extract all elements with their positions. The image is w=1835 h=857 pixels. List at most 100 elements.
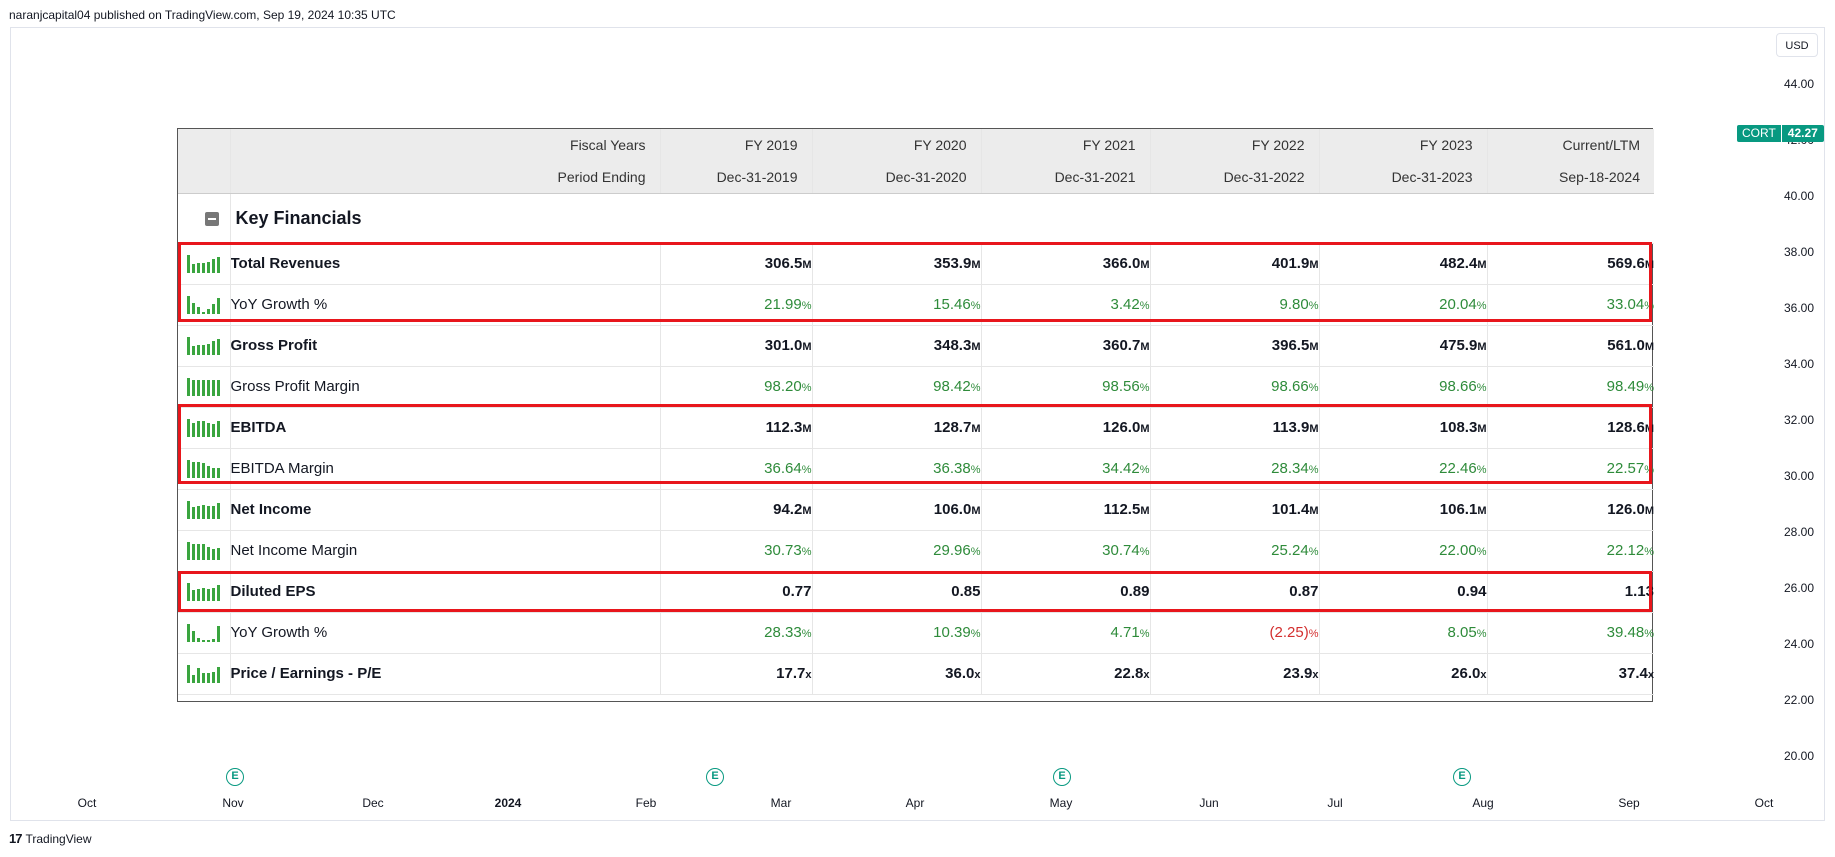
currency-button[interactable]: USD [1776, 33, 1818, 57]
sparkline-bar [197, 379, 201, 396]
sparkline-bar [217, 256, 221, 273]
cell-value: 475.9 [1439, 337, 1478, 354]
chart-pane[interactable] [10, 27, 1825, 821]
time-axis-label: May [1049, 796, 1073, 810]
sparkline-bar [197, 344, 201, 355]
collapse-icon[interactable] [205, 211, 220, 226]
cell-unit: M [802, 259, 812, 271]
cell-unit: % [1308, 464, 1319, 476]
cell-value: 106.0 [933, 501, 972, 518]
sparkline-bar [212, 423, 216, 437]
cell-value: 22.00 [1439, 542, 1477, 559]
cell-unit: % [801, 382, 812, 394]
row-label: Net Income [230, 489, 661, 531]
table-row: YoY Growth % 21.99% 15.46% 3.42% 9.80% 20.04%… [178, 284, 1654, 326]
table-cell: 23.9x [1150, 653, 1320, 695]
cell-unit: x [805, 669, 812, 681]
earnings-event-icon[interactable]: E [226, 768, 244, 786]
table-cell: 26.0x [1319, 653, 1488, 695]
time-axis-label: Sep [1618, 796, 1640, 810]
cell-value: 128.6 [1607, 419, 1645, 436]
header-col: Sep-18-2024 [1487, 161, 1654, 194]
table-cell: 33.04% [1487, 284, 1654, 326]
table-cell: 0.89 [981, 571, 1151, 613]
sparkline-bar [197, 306, 201, 314]
sparkline-bar [207, 588, 211, 601]
table-cell: 98.66% [1319, 366, 1488, 408]
cell-unit: % [970, 382, 981, 394]
brand-name: TradingView [25, 831, 92, 846]
table-row: Net Income 94.2M 106.0M 112.5M 101.4M 106.1M 1… [178, 489, 1654, 531]
table-row: Gross Profit Margin 98.20% 98.42% 98.56% 98.… [178, 366, 1654, 408]
cell-value: 17.7 [776, 665, 806, 682]
cell-value: 30.73 [764, 542, 802, 559]
price-axis-label: 40.00 [1784, 189, 1815, 203]
sparkline-bar [212, 258, 216, 273]
cell-value: 4.71 [1110, 624, 1140, 641]
cell-unit: % [1308, 628, 1319, 640]
table-cell: 475.9M [1319, 325, 1488, 367]
cell-value: 0.87 [1289, 583, 1319, 600]
table-cell: (2.25)% [1150, 612, 1320, 654]
time-axis-label: Mar [770, 796, 792, 810]
table-cell: 112.5M [981, 489, 1151, 531]
row-label: EBITDA [230, 407, 661, 449]
time-axis[interactable]: Oct Nov Dec 2024 Feb Mar Apr May Jun Jul Aug Sep Oct [0, 796, 1835, 816]
cell-value: 360.7 [1102, 337, 1141, 354]
time-axis-label: Oct [77, 796, 97, 810]
table-cell: 348.3M [812, 325, 982, 367]
sparkline-bar [212, 587, 216, 601]
cell-unit: % [801, 300, 812, 312]
sparkline-icon [187, 254, 221, 273]
earnings-event-icon[interactable]: E [1053, 768, 1071, 786]
price-axis-label: 36.00 [1784, 301, 1815, 315]
sparkline-bar [207, 261, 211, 273]
table-cell: 0.87 [1150, 571, 1320, 613]
cell-value: 36.38 [933, 460, 971, 477]
sparkline-bar [202, 639, 206, 642]
earnings-event-icon[interactable]: E [1453, 768, 1471, 786]
table-row: Price / Earnings - P/E 17.7x 36.0x 22.8x 23.… [178, 653, 1654, 695]
table-row: Gross Profit 301.0M 348.3M 360.7M 396.5M 475.… [178, 325, 1654, 367]
sparkline-axis [187, 459, 191, 478]
sparkline-bar [207, 422, 211, 437]
cell-value: 0.85 [951, 583, 981, 600]
cell-unit: % [1476, 546, 1487, 558]
cell-unit: M [1309, 259, 1319, 271]
cell-value: 561.0 [1607, 337, 1645, 354]
table-cell: 98.66% [1150, 366, 1320, 408]
cell-unit: M [1140, 259, 1150, 271]
sparkline-bar [217, 338, 221, 355]
cell-unit: % [801, 464, 812, 476]
table-cell: 106.0M [812, 489, 982, 531]
sparkline-bar [212, 548, 216, 560]
cell-value: 8.05 [1447, 624, 1477, 641]
sparkline-bar [217, 297, 221, 314]
cell-unit: M [1309, 505, 1319, 517]
earnings-event-icon[interactable]: E [706, 768, 724, 786]
table-cell: 98.49% [1487, 366, 1654, 408]
table-cell: 0.85 [812, 571, 982, 613]
price-axis-label: 28.00 [1784, 525, 1815, 539]
footer-brand: 17 TradingView [9, 831, 92, 846]
header-col: Dec-31-2023 [1319, 161, 1488, 194]
table-cell: 15.46% [812, 284, 982, 326]
table-cell: 106.1M [1319, 489, 1488, 531]
sparkline-icon [187, 418, 221, 437]
table-cell: 25.24% [1150, 530, 1320, 572]
cell-unit: M [802, 423, 812, 435]
sparkline-bar [217, 666, 221, 683]
publish-info: naranjcapital04 published on TradingView… [9, 8, 396, 22]
cell-value: 22.46 [1439, 460, 1477, 477]
table-row: EBITDA Margin 36.64% 36.38% 34.42% 28.34% 22.… [178, 448, 1654, 490]
sparkline-bar [212, 379, 216, 396]
sparkline-bar [212, 467, 216, 478]
header-label: Period Ending [230, 161, 661, 194]
header-col: FY 2022 [1150, 129, 1320, 161]
cell-unit: x [1143, 669, 1150, 681]
cell-unit: M [971, 505, 981, 517]
sparkline-bar [192, 379, 196, 396]
ticker-symbol: CORT [1737, 125, 1781, 142]
sparkline-axis [187, 377, 191, 396]
table-cell: 301.0M [660, 325, 813, 367]
